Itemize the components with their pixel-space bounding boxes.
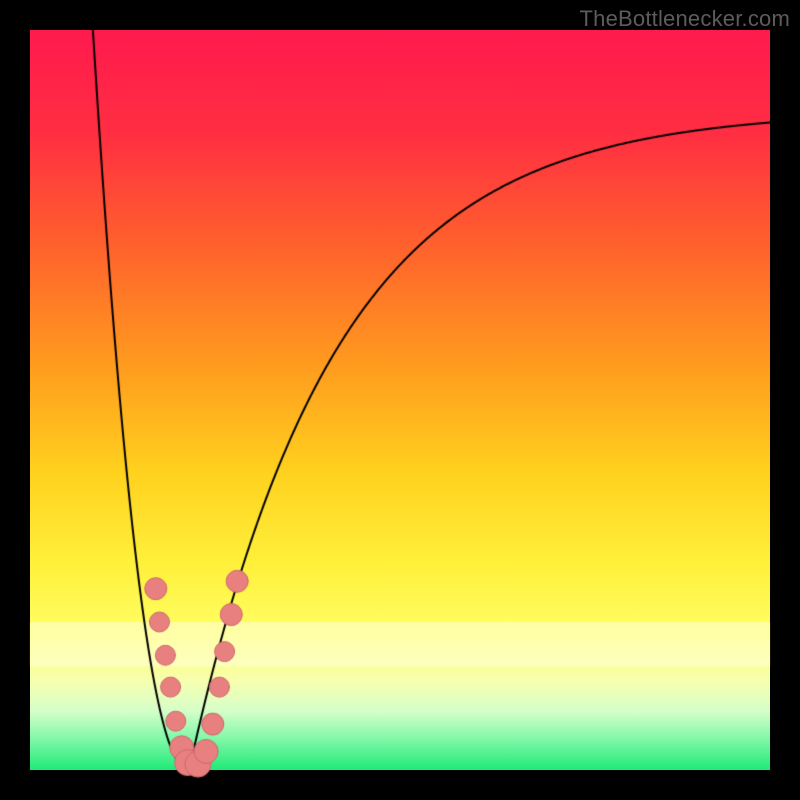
chart-stage: TheBottlenecker.com [0,0,800,800]
watermark-text: TheBottlenecker.com [580,6,790,32]
bottleneck-curve-canvas [0,0,800,800]
